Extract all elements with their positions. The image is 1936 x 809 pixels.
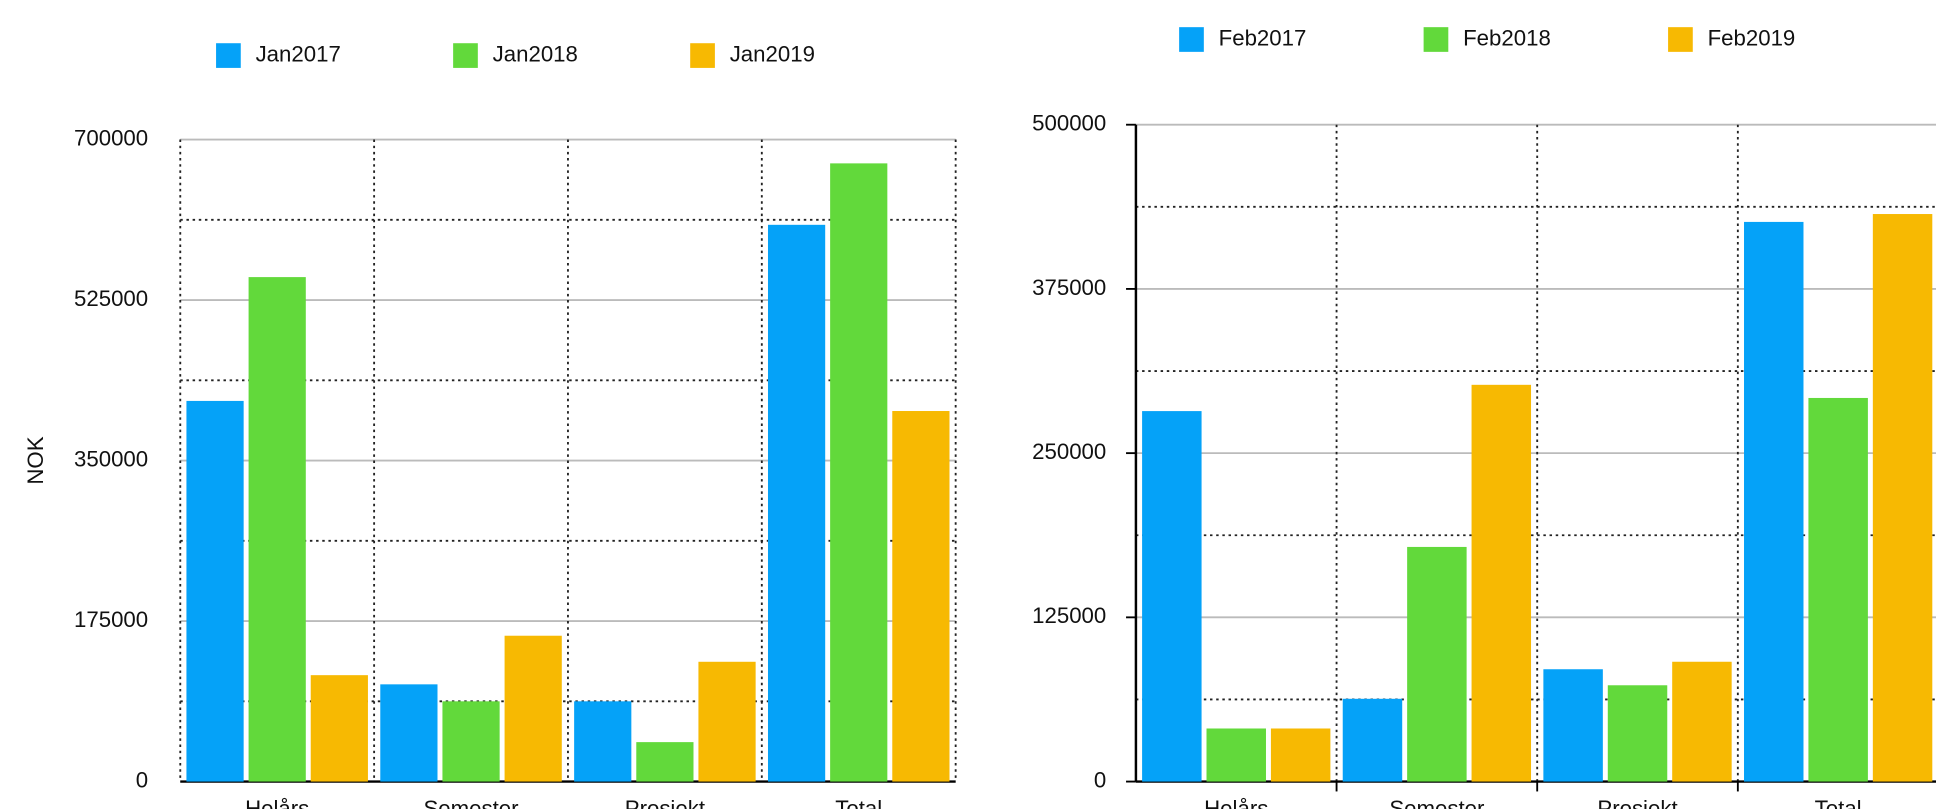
bar	[892, 411, 950, 782]
legend-swatch	[1179, 27, 1204, 52]
y-tick-label: 700000	[74, 125, 148, 150]
y-tick-label: 525000	[74, 286, 148, 311]
bar	[767, 224, 826, 782]
x-tick-label: Semester	[423, 796, 519, 809]
bar	[504, 635, 562, 782]
bar	[1744, 221, 1804, 782]
y-tick-label: 500000	[1032, 111, 1106, 136]
legend-swatch	[1423, 27, 1449, 52]
bar	[1471, 384, 1532, 782]
bar	[1142, 411, 1202, 782]
legend-swatch	[453, 43, 478, 68]
bar	[574, 701, 632, 782]
bar	[1206, 728, 1266, 782]
chart-area: 0 175000 350000 525000 700000 Helårs Semester P…	[23, 25, 1936, 809]
legend-label: Feb2017	[1219, 25, 1307, 50]
legend-swatch	[690, 43, 715, 68]
legend-label: Feb2019	[1708, 25, 1796, 50]
bar	[1808, 397, 1868, 782]
legend-label: Jan2017	[256, 41, 341, 66]
bar	[442, 701, 500, 782]
x-tick-label: Prosjekt	[625, 796, 706, 809]
y-tick-label: 0	[136, 767, 148, 792]
bar	[830, 163, 888, 782]
y-tick-label: 0	[1094, 767, 1106, 792]
legend-label: Jan2018	[493, 41, 578, 66]
bar	[1607, 685, 1668, 782]
bar	[248, 277, 306, 782]
bar	[636, 742, 694, 782]
y-axis-label: NOK	[23, 436, 48, 484]
x-tick-label: Prosjekt	[1597, 796, 1678, 809]
bar	[380, 684, 438, 782]
bar	[1407, 546, 1467, 782]
bar	[1342, 698, 1403, 782]
x-tick-label: Total	[835, 796, 882, 809]
bar	[186, 400, 244, 782]
y-tick-label: 175000	[74, 607, 148, 632]
y-tick-label: 375000	[1032, 275, 1106, 300]
bar	[1872, 214, 1933, 782]
bar	[1270, 728, 1331, 782]
x-tick-label: Semester	[1389, 796, 1485, 809]
bar	[1543, 669, 1603, 782]
legend-label: Jan2019	[730, 41, 815, 66]
bar	[310, 675, 368, 782]
y-tick-label: 125000	[1032, 603, 1106, 628]
bar	[698, 661, 756, 782]
y-tick-label: 350000	[74, 446, 148, 471]
y-tick-label: 250000	[1032, 439, 1106, 464]
x-tick-label: Total	[1815, 796, 1862, 809]
legend-swatch	[1668, 27, 1693, 52]
x-tick-label: Helårs	[245, 796, 309, 809]
legend-label: Feb2018	[1463, 25, 1551, 50]
bar	[1672, 661, 1732, 782]
x-tick-label: Helårs	[1204, 796, 1268, 809]
legend-swatch	[216, 43, 241, 68]
